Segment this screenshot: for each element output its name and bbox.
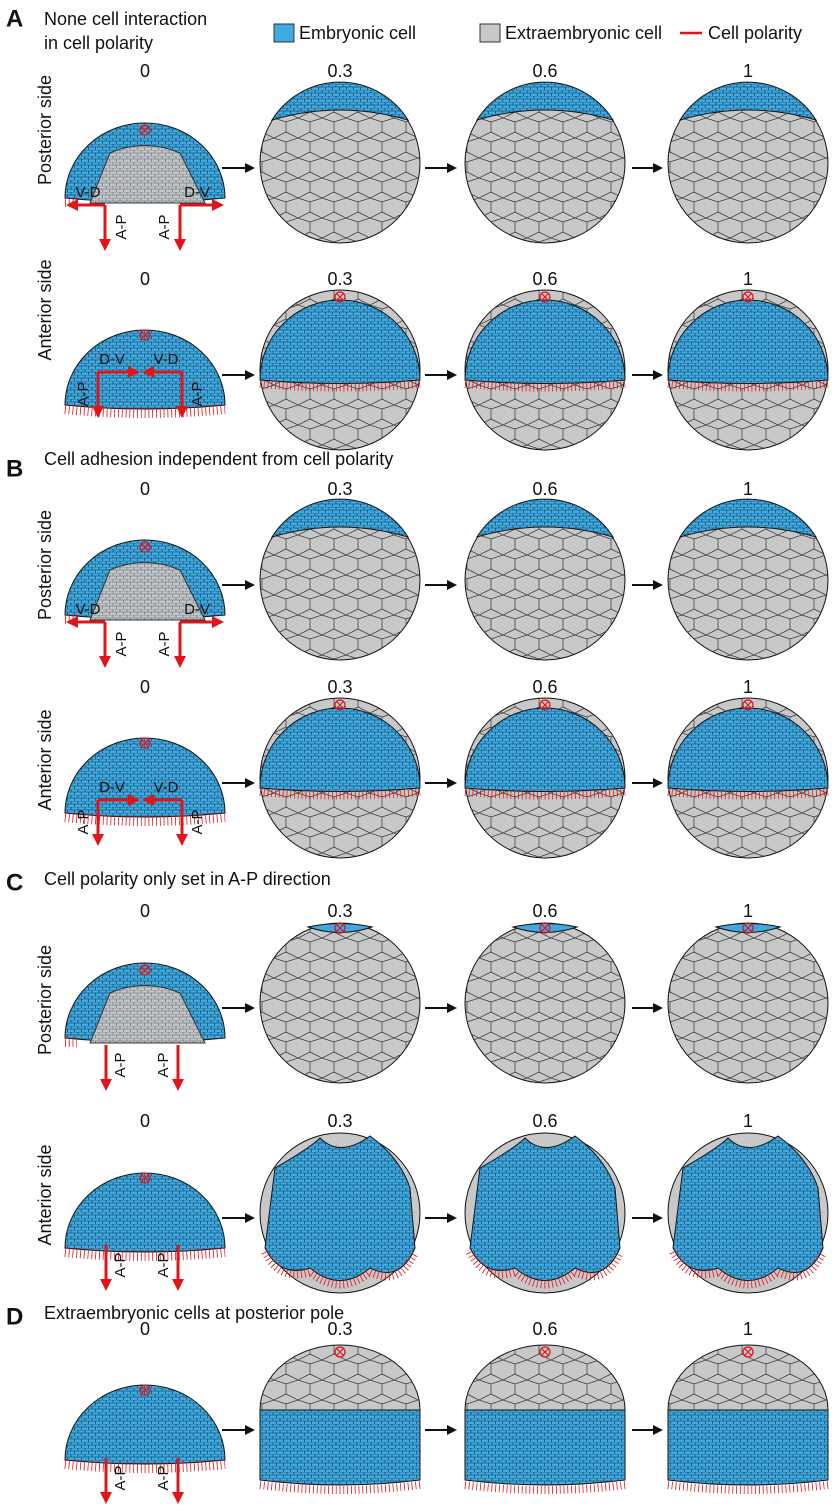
time-label: 1 [743, 479, 753, 499]
time-label: 0 [140, 269, 150, 289]
axis-label: A-P [189, 381, 206, 406]
embryo-render [260, 923, 420, 1083]
panel-letter: A [6, 5, 23, 32]
row-label: Posterior side [35, 945, 55, 1055]
axis-label: A-P [155, 1465, 172, 1490]
axis-label: A-P [156, 214, 173, 239]
axis-label: A-P [75, 809, 92, 834]
time-label: 0.6 [532, 677, 557, 697]
axis-label: A-P [75, 381, 92, 406]
panel-title: Cell polarity only set in A-P direction [44, 869, 331, 889]
time-label: 0.3 [327, 479, 352, 499]
panel-letter: B [6, 455, 23, 482]
time-label: 0.6 [532, 269, 557, 289]
axis-label: A-P [113, 214, 130, 239]
panel-letter: D [6, 1303, 23, 1330]
axis-label: A-P [112, 1252, 129, 1277]
time-label: 0.6 [532, 901, 557, 921]
row-label: Anterior side [35, 1144, 55, 1245]
embryo-render [260, 698, 420, 858]
embryo-render [465, 290, 625, 450]
embryo-render [465, 1133, 625, 1293]
axis-label: A-P [189, 809, 206, 834]
time-label: 1 [743, 1111, 753, 1131]
row-label: Anterior side [35, 709, 55, 810]
axis-label: A-P [156, 631, 173, 656]
time-label: 0 [140, 1319, 150, 1339]
time-label: 0 [140, 901, 150, 921]
embryo-render [668, 698, 828, 858]
legend-label: Extraembryonic cell [505, 23, 662, 43]
embryo-render [260, 82, 420, 243]
time-label: 0 [140, 677, 150, 697]
embryo-render [668, 1345, 828, 1490]
panel-title: in cell polarity [44, 33, 153, 53]
embryo-render [465, 1345, 625, 1490]
row-label: Posterior side [35, 75, 55, 185]
embryo-render [65, 1173, 225, 1256]
embryo-render [465, 82, 625, 243]
embryo-render [65, 738, 225, 821]
axis-label: A-P [112, 1465, 129, 1490]
axis-label: D-V [184, 601, 210, 618]
time-label: 0.6 [532, 1319, 557, 1339]
time-label: 1 [743, 61, 753, 81]
axis-label: D-V [99, 779, 125, 796]
time-label: 1 [743, 901, 753, 921]
axis-label: D-V [99, 351, 125, 368]
time-label: 1 [743, 677, 753, 697]
embryo-render [260, 499, 420, 660]
axis-label: V-D [153, 351, 178, 368]
time-label: 0.6 [532, 61, 557, 81]
time-label: 0 [140, 61, 150, 81]
time-label: 0.3 [327, 1319, 352, 1339]
time-label: 0.3 [327, 677, 352, 697]
row-label: Anterior side [35, 259, 55, 360]
embryo-render [65, 1385, 225, 1468]
time-label: 0 [140, 1111, 150, 1131]
embryo-render [465, 923, 625, 1083]
panel-title: Extraembryonic cells at posterior pole [44, 1303, 344, 1323]
time-label: 0.6 [532, 479, 557, 499]
axis-label: D-V [184, 184, 210, 201]
embryo-render [465, 499, 625, 660]
axis-label: V-D [153, 779, 178, 796]
panel-title: Cell adhesion independent from cell pola… [44, 449, 393, 469]
embryo-render [260, 290, 420, 450]
time-label: 1 [743, 269, 753, 289]
embryo-render [668, 290, 828, 450]
embryo-render [260, 1133, 420, 1293]
time-label: 0.3 [327, 901, 352, 921]
axis-label: A-P [155, 1052, 172, 1077]
axis-label: V-D [75, 601, 100, 618]
axis-label: V-D [75, 184, 100, 201]
time-label: 0.3 [327, 1111, 352, 1131]
legend-swatch [480, 24, 500, 42]
embryo-render [65, 963, 225, 1043]
embryo-render [260, 1345, 420, 1490]
time-label: 1 [743, 1319, 753, 1339]
legend-label: Cell polarity [708, 23, 802, 43]
axis-label: A-P [155, 1252, 172, 1277]
panel-title: None cell interaction [44, 9, 207, 29]
embryo-render [668, 923, 828, 1083]
embryo-render [465, 698, 625, 858]
embryo-render [668, 499, 828, 660]
axis-label: A-P [112, 1052, 129, 1077]
embryo-render [668, 82, 828, 243]
row-label: Posterior side [35, 510, 55, 620]
legend-label: Embryonic cell [299, 23, 416, 43]
panel-letter: C [6, 869, 23, 896]
time-label: 0.6 [532, 1111, 557, 1131]
legend: Embryonic cell Extraembryonic cell Cell … [274, 23, 802, 43]
time-label: 0 [140, 479, 150, 499]
embryo-render [668, 1133, 828, 1293]
legend-swatch [274, 24, 294, 42]
time-label: 0.3 [327, 61, 352, 81]
figure: Embryonic cell Extraembryonic cell Cell … [0, 0, 840, 1504]
axis-label: A-P [113, 631, 130, 656]
time-label: 0.3 [327, 269, 352, 289]
